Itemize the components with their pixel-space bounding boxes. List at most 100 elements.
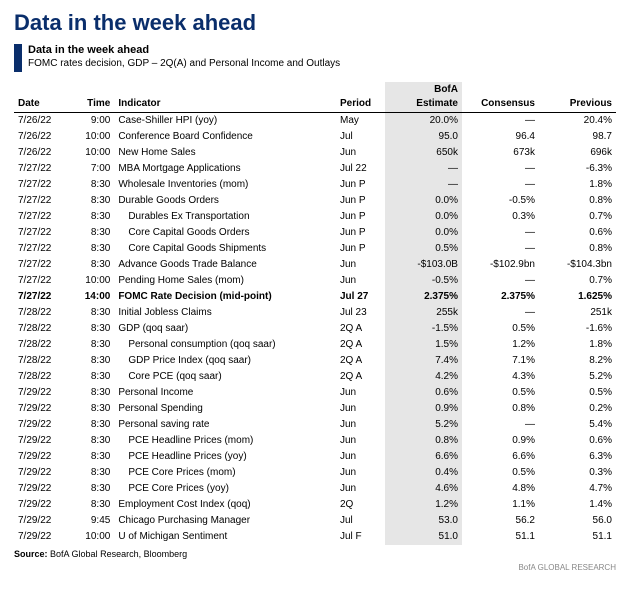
table-row: 7/28/228:30Personal consumption (qoq saa… xyxy=(14,337,616,353)
cell-estimate: 51.0 xyxy=(385,529,462,545)
cell-estimate: 2.375% xyxy=(385,289,462,305)
cell-indicator: GDP Price Index (qoq saar) xyxy=(114,353,336,369)
cell-period: 2Q A xyxy=(336,353,385,369)
cell-date: 7/29/22 xyxy=(14,401,70,417)
cell-period: Jul xyxy=(336,129,385,145)
cell-time: 10:00 xyxy=(70,273,114,289)
cell-estimate: 4.6% xyxy=(385,481,462,497)
cell-time: 7:00 xyxy=(70,161,114,177)
cell-estimate: 0.6% xyxy=(385,385,462,401)
cell-consensus: 1.1% xyxy=(462,497,539,513)
cell-indicator: Employment Cost Index (qoq) xyxy=(114,497,336,513)
table-row: 7/29/228:30Employment Cost Index (qoq)2Q… xyxy=(14,497,616,513)
table-row: 7/27/228:30Advance Goods Trade BalanceJu… xyxy=(14,257,616,273)
cell-previous: 51.1 xyxy=(539,529,616,545)
cell-indicator: PCE Headline Prices (yoy) xyxy=(114,449,336,465)
cell-indicator: Personal saving rate xyxy=(114,417,336,433)
cell-indicator: Personal consumption (qoq saar) xyxy=(114,337,336,353)
table-row: 7/29/228:30PCE Headline Prices (yoy)Jun6… xyxy=(14,449,616,465)
table-row: 7/26/229:00Case-Shiller HPI (yoy)May20.0… xyxy=(14,113,616,130)
cell-indicator: MBA Mortgage Applications xyxy=(114,161,336,177)
col-date: Date xyxy=(14,82,70,113)
cell-indicator: Advance Goods Trade Balance xyxy=(114,257,336,273)
col-time: Time xyxy=(70,82,114,113)
col-estimate-l2: Estimate xyxy=(416,98,458,109)
subtitle-block: Data in the week ahead FOMC rates decisi… xyxy=(14,44,616,72)
cell-time: 8:30 xyxy=(70,465,114,481)
cell-date: 7/27/22 xyxy=(14,177,70,193)
cell-previous: 20.4% xyxy=(539,113,616,130)
cell-consensus: 4.8% xyxy=(462,481,539,497)
cell-previous: 0.3% xyxy=(539,465,616,481)
cell-period: Jun xyxy=(336,257,385,273)
cell-estimate: 0.0% xyxy=(385,225,462,241)
cell-indicator: PCE Core Prices (yoy) xyxy=(114,481,336,497)
cell-time: 8:30 xyxy=(70,321,114,337)
cell-estimate: 650k xyxy=(385,145,462,161)
cell-consensus: -$102.9bn xyxy=(462,257,539,273)
cell-time: 14:00 xyxy=(70,289,114,305)
cell-period: Jun P xyxy=(336,209,385,225)
cell-consensus: — xyxy=(462,417,539,433)
cell-previous: 1.625% xyxy=(539,289,616,305)
cell-previous: 1.8% xyxy=(539,177,616,193)
cell-previous: 5.4% xyxy=(539,417,616,433)
cell-consensus: — xyxy=(462,241,539,257)
cell-period: Jun xyxy=(336,145,385,161)
table-row: 7/26/2210:00New Home SalesJun650k673k696… xyxy=(14,145,616,161)
cell-period: 2Q A xyxy=(336,321,385,337)
cell-previous: -$104.3bn xyxy=(539,257,616,273)
cell-time: 8:30 xyxy=(70,369,114,385)
cell-period: May xyxy=(336,113,385,130)
cell-date: 7/27/22 xyxy=(14,257,70,273)
cell-time: 8:30 xyxy=(70,417,114,433)
cell-period: Jul 23 xyxy=(336,305,385,321)
cell-previous: 1.4% xyxy=(539,497,616,513)
cell-period: 2Q A xyxy=(336,369,385,385)
cell-previous: 56.0 xyxy=(539,513,616,529)
cell-consensus: 56.2 xyxy=(462,513,539,529)
sub-description: FOMC rates decision, GDP – 2Q(A) and Per… xyxy=(28,57,340,70)
cell-estimate: -0.5% xyxy=(385,273,462,289)
cell-indicator: Durables Ex Transportation xyxy=(114,209,336,225)
cell-period: Jun xyxy=(336,401,385,417)
cell-estimate: 0.5% xyxy=(385,241,462,257)
cell-indicator: New Home Sales xyxy=(114,145,336,161)
cell-previous: 98.7 xyxy=(539,129,616,145)
cell-indicator: PCE Headline Prices (mom) xyxy=(114,433,336,449)
cell-period: Jun xyxy=(336,465,385,481)
cell-period: Jun xyxy=(336,385,385,401)
table-row: 7/29/228:30Personal SpendingJun0.9%0.8%0… xyxy=(14,401,616,417)
cell-estimate: — xyxy=(385,177,462,193)
table-row: 7/28/228:30GDP (qoq saar)2Q A-1.5%0.5%-1… xyxy=(14,321,616,337)
table-row: 7/29/228:30PCE Headline Prices (mom)Jun0… xyxy=(14,433,616,449)
table-row: 7/29/228:30Personal saving rateJun5.2%—5… xyxy=(14,417,616,433)
cell-indicator: Core Capital Goods Orders xyxy=(114,225,336,241)
cell-date: 7/29/22 xyxy=(14,497,70,513)
cell-time: 8:30 xyxy=(70,225,114,241)
report-page: Data in the week ahead Data in the week … xyxy=(0,0,630,563)
col-previous: Previous xyxy=(539,82,616,113)
table-row: 7/28/228:30Core PCE (qoq saar)2Q A4.2%4.… xyxy=(14,369,616,385)
cell-date: 7/27/22 xyxy=(14,209,70,225)
cell-estimate: 0.9% xyxy=(385,401,462,417)
cell-time: 8:30 xyxy=(70,433,114,449)
cell-date: 7/29/22 xyxy=(14,465,70,481)
cell-date: 7/28/22 xyxy=(14,337,70,353)
cell-time: 8:30 xyxy=(70,193,114,209)
cell-previous: 696k xyxy=(539,145,616,161)
cell-consensus: — xyxy=(462,225,539,241)
cell-indicator: Wholesale Inventories (mom) xyxy=(114,177,336,193)
cell-date: 7/27/22 xyxy=(14,161,70,177)
cell-estimate: 0.0% xyxy=(385,193,462,209)
main-title: Data in the week ahead xyxy=(14,10,616,36)
cell-estimate: 0.4% xyxy=(385,465,462,481)
cell-date: 7/27/22 xyxy=(14,273,70,289)
cell-previous: 0.7% xyxy=(539,273,616,289)
cell-consensus: 96.4 xyxy=(462,129,539,145)
cell-consensus: — xyxy=(462,161,539,177)
table-body: 7/26/229:00Case-Shiller HPI (yoy)May20.0… xyxy=(14,113,616,546)
cell-previous: 0.6% xyxy=(539,433,616,449)
cell-consensus: 51.1 xyxy=(462,529,539,545)
cell-consensus: 6.6% xyxy=(462,449,539,465)
